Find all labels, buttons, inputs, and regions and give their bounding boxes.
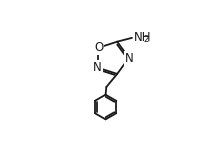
Text: N: N	[124, 52, 133, 65]
Text: NH: NH	[134, 31, 151, 44]
Text: O: O	[94, 41, 103, 54]
Text: 2: 2	[143, 35, 148, 44]
Text: N: N	[93, 61, 101, 74]
